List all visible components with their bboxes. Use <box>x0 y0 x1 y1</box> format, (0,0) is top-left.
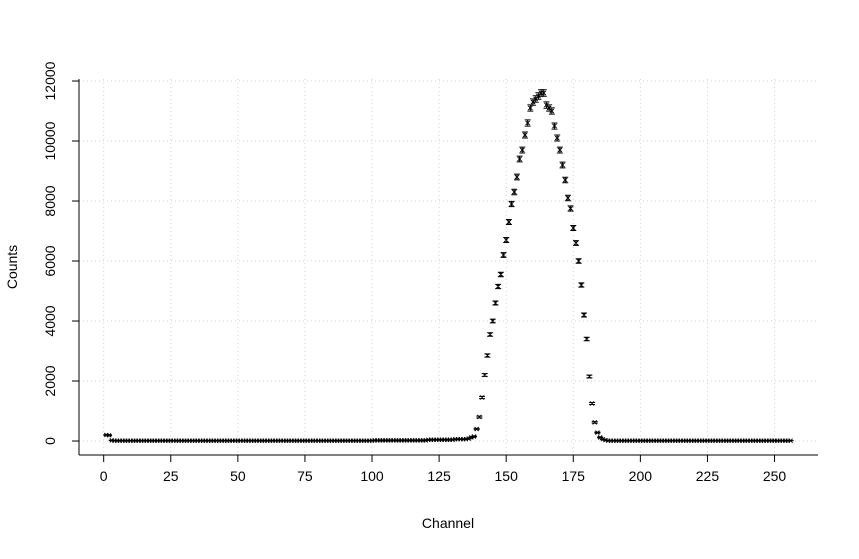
error-bar-point <box>519 146 526 154</box>
x-tick-label: 25 <box>163 468 179 484</box>
error-bar-point <box>575 258 582 264</box>
error-bar-point <box>562 176 569 184</box>
error-bar-point <box>524 119 531 127</box>
error-bar-point <box>505 218 512 226</box>
x-axis-title: Channel <box>422 515 474 531</box>
error-bar-point <box>589 401 596 406</box>
error-bar-point <box>473 426 480 432</box>
error-bar-point <box>564 194 571 202</box>
error-bar-point <box>479 395 486 400</box>
error-bar-point <box>586 374 593 379</box>
error-bar-point <box>489 318 496 324</box>
error-bar-point <box>591 420 598 425</box>
error-bar-point <box>470 434 477 439</box>
x-tick-label: 250 <box>763 468 787 484</box>
error-bar-point <box>599 436 606 442</box>
error-bar-point <box>508 200 515 208</box>
error-bar-point <box>556 146 563 154</box>
y-tick-label: 10000 <box>42 121 58 160</box>
y-tick-label: 4000 <box>42 305 58 336</box>
error-bar-point <box>570 224 577 232</box>
error-bar-point <box>500 252 507 258</box>
error-bar-point <box>465 436 472 441</box>
error-bar-point <box>594 430 601 435</box>
error-bar-point <box>583 336 590 342</box>
x-tick-label: 50 <box>230 468 246 484</box>
error-bar-point <box>540 89 547 97</box>
error-bar-point <box>787 438 794 444</box>
x-tick-label: 100 <box>360 468 384 484</box>
error-bar-point <box>516 155 523 163</box>
y-tick-label: 12000 <box>42 61 58 100</box>
error-bar-point <box>484 353 491 358</box>
error-bar-point <box>578 282 585 288</box>
x-tick-label: 75 <box>297 468 313 484</box>
error-bar-point <box>476 414 483 420</box>
error-bar-point <box>521 131 528 139</box>
error-bar-point <box>495 283 502 290</box>
x-tick-label: 0 <box>100 468 108 484</box>
error-bar-point <box>559 161 566 169</box>
error-bar-point <box>554 134 561 142</box>
error-bar-point <box>572 240 579 246</box>
x-tick-label: 125 <box>427 468 451 484</box>
x-tick-label: 200 <box>629 468 653 484</box>
error-bar-point <box>597 435 604 440</box>
y-tick-label: 8000 <box>42 185 58 216</box>
error-bar-point <box>511 188 518 196</box>
error-bar-point <box>106 432 113 438</box>
x-tick-label: 175 <box>562 468 586 484</box>
x-tick-label: 150 <box>495 468 519 484</box>
y-axis-title: Counts <box>4 245 20 289</box>
error-bar-point <box>548 107 555 115</box>
error-bar-point <box>487 332 494 337</box>
y-tick-label: 0 <box>42 437 58 445</box>
error-bar-point <box>513 173 520 181</box>
error-bar-point <box>567 205 574 212</box>
error-bar-point <box>581 312 588 318</box>
error-bar-point <box>527 104 534 112</box>
y-tick-label: 2000 <box>42 365 58 396</box>
error-bar-point <box>481 372 488 378</box>
y-tick-label: 6000 <box>42 245 58 276</box>
error-bar-point <box>503 237 510 243</box>
error-bar-point <box>492 300 499 306</box>
error-bar-point <box>497 271 504 278</box>
x-tick-label: 225 <box>696 468 720 484</box>
error-bar-point <box>551 122 558 130</box>
